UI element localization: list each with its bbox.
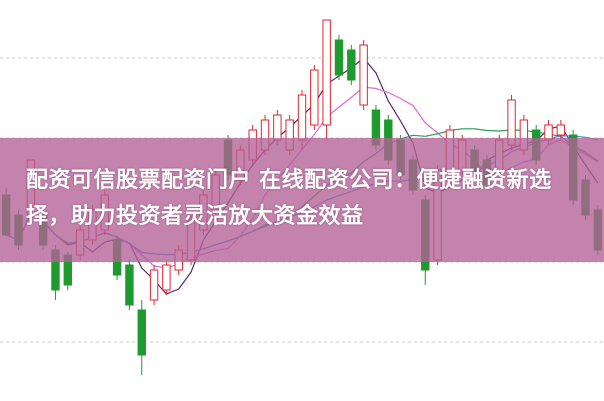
candle-up	[273, 114, 282, 141]
candle-up	[162, 264, 171, 291]
candle-down	[334, 39, 344, 76]
candle-up	[149, 269, 159, 301]
candle-up	[322, 19, 331, 126]
candle-down	[347, 49, 356, 81]
candle-up	[310, 69, 319, 126]
headline-banner	[0, 138, 604, 262]
candle-down	[137, 309, 146, 356]
candle-up	[556, 124, 566, 136]
headline-text: 配资可信股票配资门户 在线配资公司：便捷融资新选择，助力投资者灵活放大资金效益	[26, 168, 552, 229]
candle-up	[359, 44, 368, 106]
candle-down	[125, 264, 134, 306]
candle-up	[297, 94, 307, 141]
